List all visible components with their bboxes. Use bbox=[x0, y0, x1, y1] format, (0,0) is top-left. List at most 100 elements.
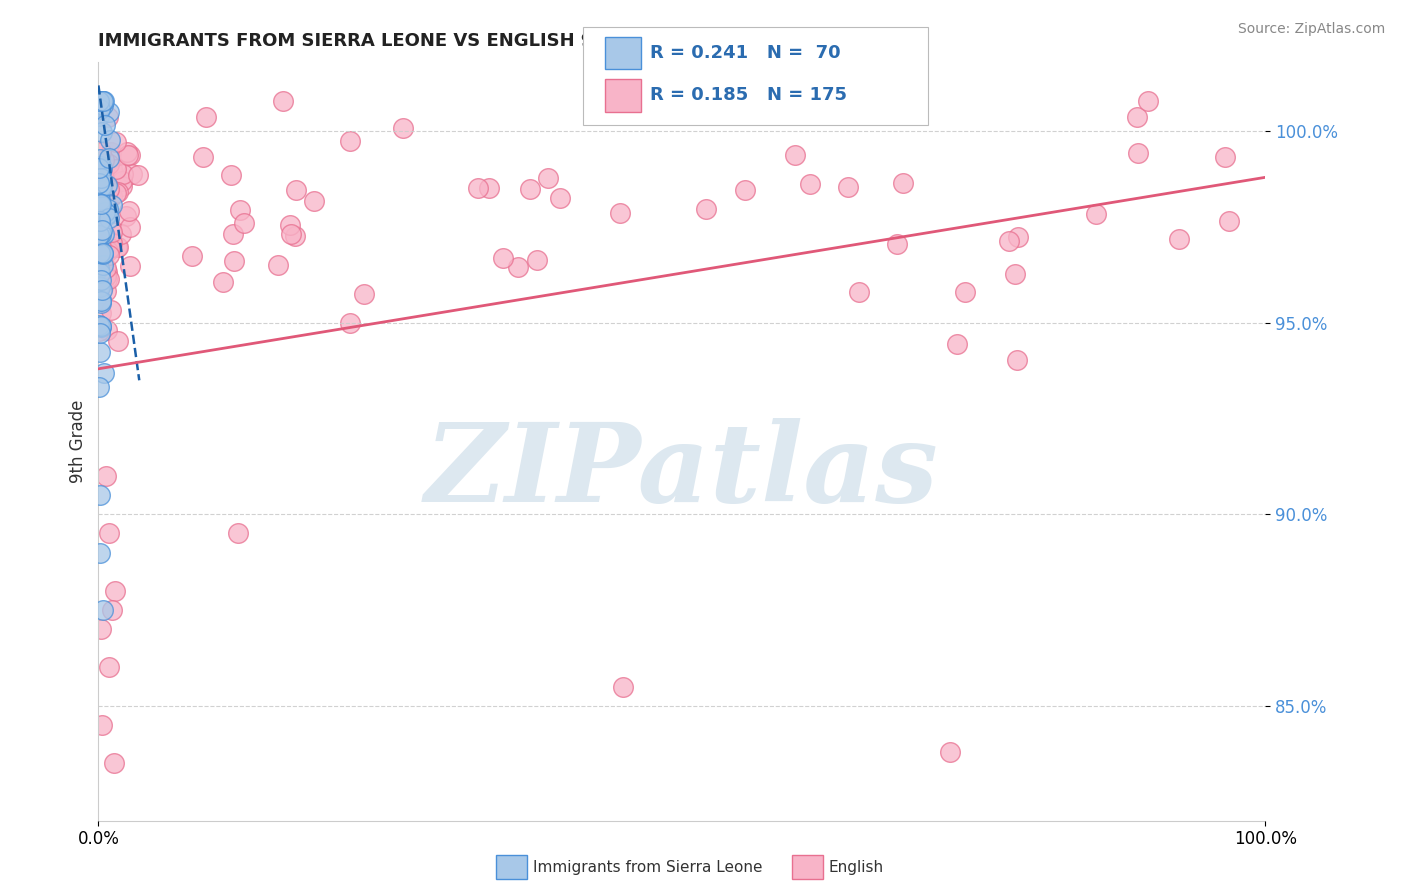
Point bbox=[118, 203, 141, 218]
Point bbox=[94, 237, 117, 252]
Point bbox=[90, 205, 112, 219]
Point bbox=[89, 219, 111, 233]
Point bbox=[87, 170, 110, 185]
Point bbox=[87, 209, 110, 223]
Point bbox=[519, 182, 541, 196]
Point bbox=[96, 268, 118, 283]
Point bbox=[101, 198, 124, 212]
Point bbox=[97, 244, 120, 258]
Point bbox=[87, 227, 110, 242]
Point bbox=[89, 230, 111, 244]
Point bbox=[548, 191, 571, 205]
Point bbox=[91, 98, 114, 112]
Point bbox=[783, 148, 806, 162]
Point bbox=[93, 244, 115, 258]
Point bbox=[90, 222, 112, 236]
Point bbox=[93, 205, 115, 219]
Point bbox=[695, 202, 717, 217]
Point bbox=[111, 173, 134, 187]
Point bbox=[1085, 207, 1108, 221]
Point bbox=[89, 175, 111, 189]
Point bbox=[226, 526, 249, 541]
Point bbox=[91, 260, 114, 275]
Point bbox=[89, 99, 111, 113]
Point bbox=[938, 745, 960, 759]
Point bbox=[87, 176, 110, 190]
Point bbox=[96, 323, 118, 337]
Point bbox=[90, 180, 112, 194]
Point bbox=[90, 164, 112, 178]
Point bbox=[271, 94, 294, 108]
Point bbox=[93, 234, 115, 248]
Point bbox=[90, 293, 112, 308]
Point bbox=[101, 188, 124, 202]
Point bbox=[90, 622, 112, 636]
Point bbox=[100, 303, 122, 318]
Point bbox=[90, 161, 112, 175]
Point bbox=[89, 173, 111, 187]
Point bbox=[97, 242, 120, 256]
Point bbox=[91, 259, 114, 273]
Point bbox=[91, 269, 114, 284]
Point bbox=[222, 254, 245, 268]
Point bbox=[89, 199, 111, 213]
Point bbox=[87, 260, 110, 275]
Text: ZIPatlas: ZIPatlas bbox=[425, 418, 939, 525]
Point bbox=[89, 225, 111, 239]
Point bbox=[97, 104, 120, 119]
Point bbox=[93, 366, 115, 380]
Text: IMMIGRANTS FROM SIERRA LEONE VS ENGLISH 9TH GRADE CORRELATION CHART: IMMIGRANTS FROM SIERRA LEONE VS ENGLISH … bbox=[98, 32, 918, 50]
Point bbox=[98, 660, 121, 674]
Point bbox=[946, 337, 969, 351]
Point bbox=[97, 110, 120, 124]
Point bbox=[267, 258, 290, 272]
Point bbox=[284, 229, 307, 244]
Point bbox=[91, 718, 114, 732]
Point bbox=[121, 167, 143, 181]
Point bbox=[89, 223, 111, 237]
Point bbox=[181, 249, 204, 263]
Point bbox=[1126, 110, 1149, 124]
Point bbox=[89, 273, 111, 287]
Point bbox=[89, 94, 111, 108]
Point bbox=[89, 181, 111, 195]
Point bbox=[89, 280, 111, 294]
Point bbox=[93, 153, 115, 167]
Point bbox=[837, 179, 859, 194]
Point bbox=[96, 208, 118, 222]
Point bbox=[89, 266, 111, 280]
Point bbox=[211, 275, 233, 289]
Point bbox=[89, 326, 111, 341]
Point bbox=[89, 243, 111, 257]
Point bbox=[89, 257, 111, 271]
Point bbox=[118, 147, 141, 161]
Point bbox=[93, 163, 115, 178]
Point bbox=[90, 209, 112, 223]
Point bbox=[1005, 352, 1028, 367]
Point bbox=[98, 239, 121, 253]
Point bbox=[1137, 94, 1160, 108]
Point bbox=[91, 94, 114, 108]
Point bbox=[636, 94, 658, 108]
Point bbox=[96, 272, 118, 286]
Point bbox=[98, 211, 121, 225]
Point bbox=[953, 285, 976, 300]
Point bbox=[89, 159, 111, 173]
Point bbox=[1007, 230, 1029, 244]
Point bbox=[94, 284, 117, 298]
Point bbox=[90, 244, 112, 258]
Point bbox=[97, 248, 120, 262]
Point bbox=[98, 234, 121, 248]
Point bbox=[90, 295, 112, 310]
Point bbox=[104, 162, 127, 177]
Point bbox=[96, 178, 118, 192]
Point bbox=[609, 205, 631, 219]
Point bbox=[799, 178, 821, 192]
Point bbox=[104, 583, 127, 598]
Point bbox=[120, 259, 142, 273]
Point bbox=[195, 110, 218, 124]
Point bbox=[89, 198, 111, 212]
Point bbox=[98, 526, 121, 541]
Point bbox=[97, 202, 120, 216]
Point bbox=[98, 133, 121, 147]
